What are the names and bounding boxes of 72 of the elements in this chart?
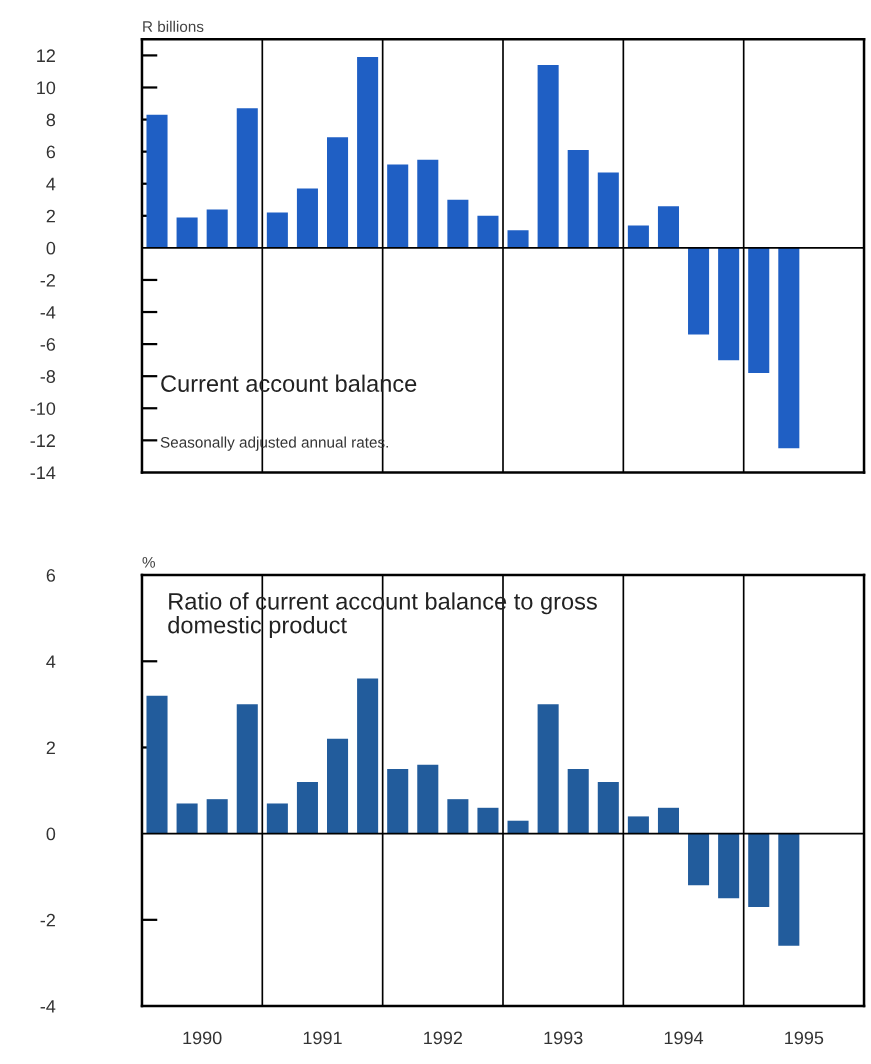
y-tick-label: 12 bbox=[37, 49, 55, 62]
x-tick-label: 1995 bbox=[785, 1031, 824, 1045]
bar bbox=[417, 159, 439, 248]
bar bbox=[507, 820, 529, 834]
y-tick-label: 4 bbox=[46, 177, 56, 191]
y-tick-label: 8 bbox=[46, 113, 56, 127]
y-tick-label: -10 bbox=[30, 402, 56, 415]
bar bbox=[266, 803, 288, 834]
y-tick-label: 4 bbox=[46, 655, 56, 668]
y-tick-label: 2 bbox=[46, 741, 55, 754]
x-tick-label: 1994 bbox=[664, 1031, 704, 1045]
bar bbox=[296, 781, 318, 834]
y-tick-label: -12 bbox=[30, 434, 55, 447]
bar bbox=[236, 704, 258, 834]
bar bbox=[146, 114, 168, 248]
bar bbox=[387, 164, 409, 248]
bar bbox=[477, 807, 499, 834]
bar bbox=[537, 704, 559, 834]
bar bbox=[748, 247, 770, 373]
x-tick-label: 1992 bbox=[424, 1031, 463, 1045]
x-tick-label: 1990 bbox=[183, 1031, 222, 1045]
bar bbox=[417, 764, 439, 834]
x-tick-label: 1993 bbox=[544, 1031, 583, 1045]
bar bbox=[718, 833, 740, 899]
bar bbox=[688, 247, 710, 335]
bar bbox=[387, 769, 409, 834]
y-tick-label: -2 bbox=[40, 273, 55, 287]
bar bbox=[266, 212, 288, 248]
bar bbox=[567, 769, 589, 834]
y-tick-label: -4 bbox=[40, 1000, 56, 1013]
y-axis-title: R billions bbox=[143, 20, 204, 33]
bar bbox=[657, 807, 679, 834]
bar bbox=[236, 108, 258, 248]
y-axis-title: % bbox=[142, 557, 156, 568]
y-tick-label: -6 bbox=[40, 338, 56, 351]
y-tick-label: -2 bbox=[40, 913, 55, 927]
bar bbox=[718, 247, 740, 361]
bar bbox=[206, 209, 228, 248]
y-tick-label: 10 bbox=[37, 81, 56, 95]
bar bbox=[778, 247, 800, 449]
y-tick-label: 2 bbox=[46, 209, 55, 223]
y-tick-label: -14 bbox=[30, 466, 56, 479]
y-tick-label: 0 bbox=[46, 241, 56, 255]
bar bbox=[778, 833, 800, 946]
bar bbox=[447, 199, 469, 248]
bar bbox=[447, 799, 469, 834]
bar bbox=[567, 150, 589, 248]
y-tick-label: -8 bbox=[40, 370, 56, 383]
y-tick-label: 6 bbox=[46, 569, 56, 582]
bar bbox=[327, 738, 349, 834]
bar bbox=[688, 833, 710, 886]
bar bbox=[176, 217, 198, 248]
bar bbox=[327, 137, 349, 248]
bar bbox=[748, 833, 770, 907]
y-tick-label: -4 bbox=[40, 306, 56, 319]
bar bbox=[357, 57, 379, 248]
bar bbox=[597, 172, 619, 248]
bar bbox=[657, 206, 679, 248]
bar bbox=[627, 816, 649, 834]
bar bbox=[627, 225, 649, 248]
bar bbox=[357, 678, 379, 834]
x-tick-label: 1991 bbox=[303, 1031, 342, 1045]
y-tick-label: 0 bbox=[46, 827, 56, 841]
bar bbox=[176, 803, 198, 834]
bar bbox=[477, 215, 499, 248]
y-tick-label: 6 bbox=[46, 145, 56, 159]
bar bbox=[206, 799, 228, 834]
bar bbox=[296, 188, 318, 248]
bar bbox=[537, 65, 559, 248]
bar bbox=[597, 781, 619, 834]
bar bbox=[507, 230, 529, 248]
bar bbox=[146, 695, 168, 834]
